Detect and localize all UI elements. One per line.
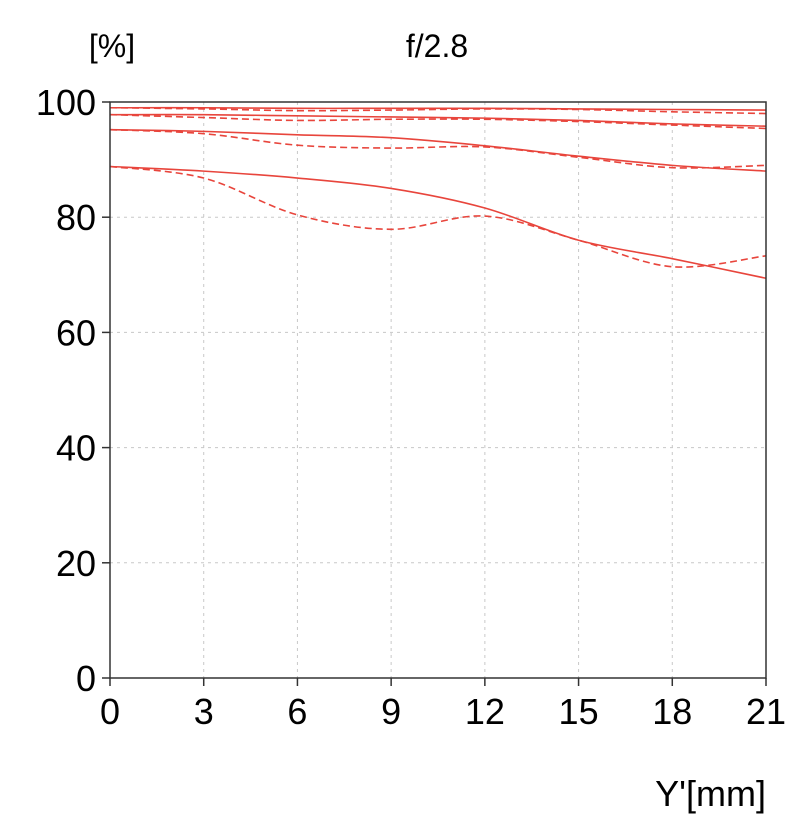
x-tick-label: 12 <box>465 691 505 732</box>
solid-series-line <box>109 113 767 127</box>
dashed-series-line <box>109 128 767 169</box>
chart-title: f/2.8 <box>406 28 468 64</box>
x-tick-label: 21 <box>746 691 786 732</box>
dashed-series-line <box>109 113 767 130</box>
x-tick-label: 9 <box>381 691 401 732</box>
grid <box>109 101 767 679</box>
y-tick-label: 20 <box>56 543 96 584</box>
y-tick-label: 0 <box>76 658 96 699</box>
solid-series-line <box>109 165 767 280</box>
plot-frame <box>109 101 767 679</box>
axis-ticks: 0 3 6 9 12 15 18 21 0 20 40 60 80 100 <box>36 82 786 732</box>
x-tick-label: 3 <box>194 691 214 732</box>
dashed-series-line <box>109 106 767 115</box>
solid-series-line <box>109 128 767 172</box>
solid-series-line <box>109 106 767 111</box>
y-tick-label: 100 <box>36 82 96 123</box>
y-tick-label: 80 <box>56 197 96 238</box>
y-tick-label: 40 <box>56 428 96 469</box>
y-tick-label: 60 <box>56 312 96 353</box>
y-axis-label: [%] <box>89 28 135 64</box>
x-tick-label: 15 <box>559 691 599 732</box>
series-group <box>109 106 767 280</box>
x-tick-label: 18 <box>652 691 692 732</box>
dashed-series-line <box>109 165 767 268</box>
x-tick-label: 0 <box>100 691 120 732</box>
x-axis-label: Y'[mm] <box>655 773 766 814</box>
x-tick-label: 6 <box>287 691 307 732</box>
